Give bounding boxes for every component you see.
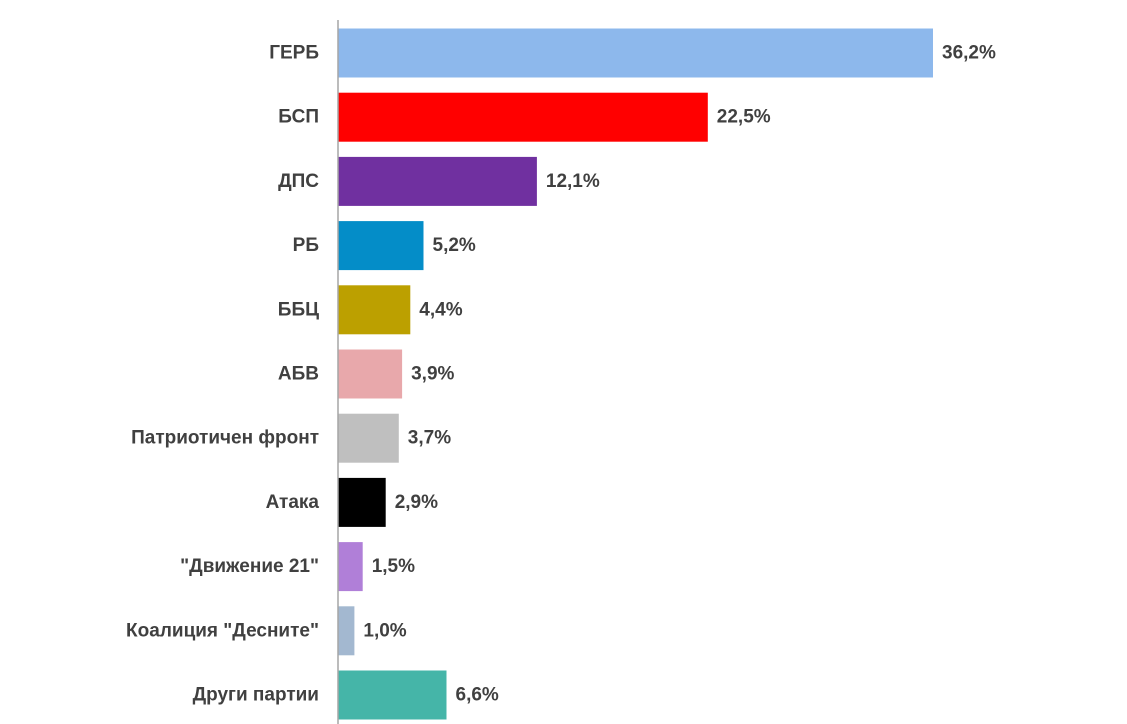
bar (338, 349, 403, 399)
value-label: 12,1% (546, 171, 600, 192)
value-label: 22,5% (717, 107, 771, 128)
value-label: 1,5% (372, 556, 415, 577)
category-label: Други партии (193, 685, 319, 706)
bar (338, 221, 424, 271)
value-label: 3,7% (408, 428, 451, 449)
bar (338, 156, 537, 206)
category-label: Патриотичен фронт (131, 428, 319, 449)
category-label: ДПС (278, 171, 319, 192)
bar (338, 477, 386, 527)
bar (338, 92, 708, 142)
category-label: "Движение 21" (180, 556, 319, 577)
bar (338, 670, 447, 720)
category-label: БСП (278, 107, 319, 128)
value-label: 4,4% (419, 299, 462, 320)
category-label: РБ (293, 235, 319, 256)
bars-layer (338, 28, 933, 720)
value-label: 1,0% (363, 620, 406, 641)
value-label: 3,9% (411, 364, 454, 385)
value-label: 36,2% (942, 43, 996, 64)
bar (338, 28, 933, 78)
bar (338, 285, 411, 335)
category-label: Коалиция "Десните" (126, 620, 319, 641)
bar (338, 413, 399, 463)
value-label: 5,2% (433, 235, 476, 256)
labels-layer: ГЕРБ 36,2% БСП 22,5% ДПС 12,1% РБ 5,2% ББЦ 4,4% АБ… (126, 43, 996, 706)
category-label: Атака (266, 492, 320, 513)
value-label: 6,6% (456, 685, 499, 706)
bar (338, 606, 355, 656)
category-label: ББЦ (278, 299, 319, 320)
category-label: АБВ (278, 364, 319, 385)
value-label: 2,9% (395, 492, 438, 513)
category-label: ГЕРБ (269, 43, 319, 64)
bar (338, 542, 363, 592)
